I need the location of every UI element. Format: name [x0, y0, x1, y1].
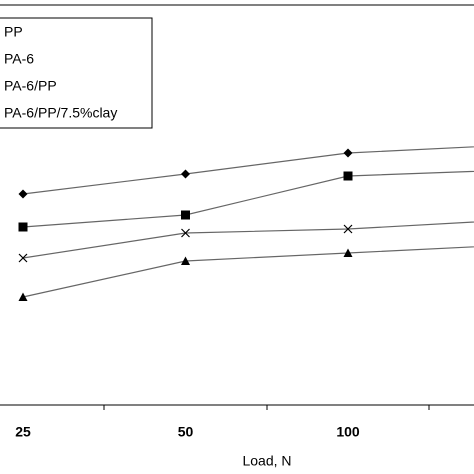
marker	[343, 248, 353, 257]
marker	[18, 253, 28, 263]
legend-label: PP	[4, 24, 23, 40]
marker	[181, 256, 190, 265]
legend	[0, 17, 153, 129]
x-axis-label: Load, N	[242, 453, 291, 469]
legend-label: PA-6/PP	[4, 78, 57, 94]
marker	[18, 222, 28, 232]
x-tick-label: 50	[178, 424, 194, 440]
marker	[181, 210, 190, 220]
legend-label: PA-6	[4, 51, 34, 67]
series-line	[22, 170, 474, 228]
x-tick-label: 100	[336, 424, 360, 440]
legend-label: PA-6/PP/7.5%clay	[4, 105, 117, 121]
series-line	[22, 146, 474, 195]
marker	[18, 292, 28, 301]
series-line	[22, 246, 474, 298]
marker	[343, 148, 353, 158]
series-line	[22, 221, 474, 259]
marker	[181, 169, 190, 179]
marker	[343, 224, 353, 234]
x-tick-label: 25	[15, 424, 31, 440]
marker	[181, 228, 190, 238]
marker	[18, 189, 28, 199]
marker	[343, 171, 353, 181]
